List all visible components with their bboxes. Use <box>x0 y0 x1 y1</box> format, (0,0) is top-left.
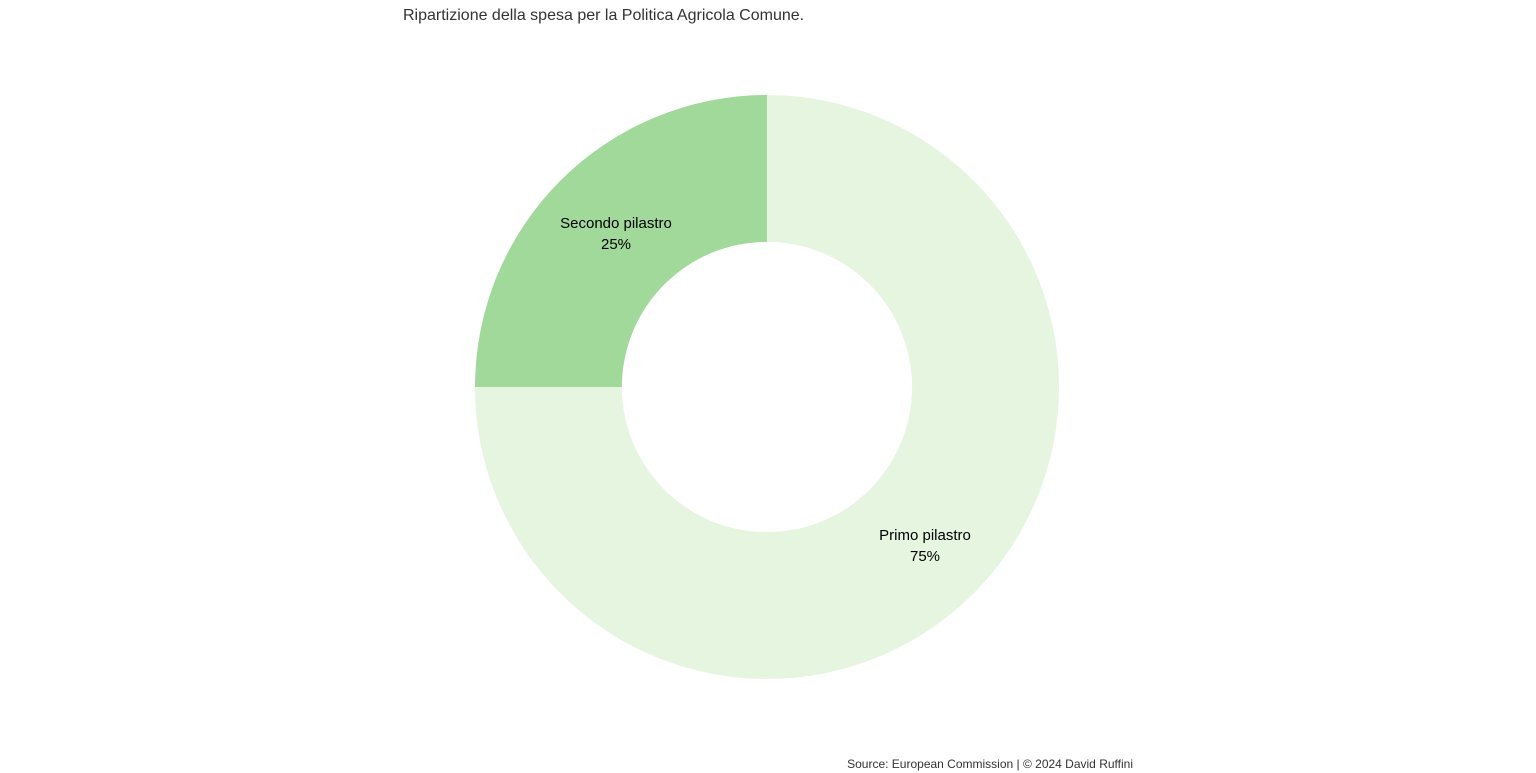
source-credits: Source: European Commission | © 2024 Dav… <box>847 757 1133 771</box>
data-label-value: 25% <box>600 236 632 253</box>
data-label-secondo-pilastro: Secondo pilastro 25% <box>560 213 672 255</box>
chart-title: Ripartizione della spesa per la Politica… <box>403 7 805 24</box>
donut-chart <box>475 95 1059 679</box>
pie-slice-primo-pilastro[interactable] <box>475 95 1059 679</box>
chart-container: Ripartizione della spesa per la Politica… <box>403 0 1133 773</box>
data-label-value: 75% <box>909 548 941 565</box>
data-label-primo-pilastro: Primo pilastro 75% <box>879 525 971 567</box>
pie-slice-secondo-pilastro[interactable] <box>475 95 767 387</box>
data-label-name: Primo pilastro <box>879 527 971 544</box>
data-label-name: Secondo pilastro <box>560 215 672 232</box>
